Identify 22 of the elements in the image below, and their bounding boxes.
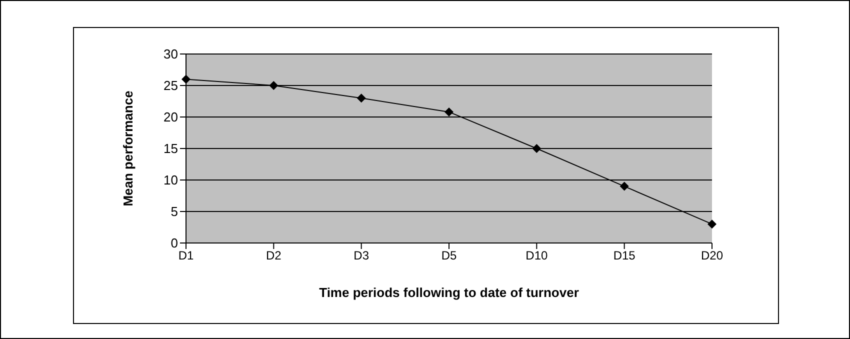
x-tick-label: D5 — [441, 248, 457, 263]
point — [444, 107, 454, 116]
y-tick-label: 5 — [170, 204, 178, 220]
x-axis-title: Time periods following to date of turnover — [319, 285, 579, 300]
y-tick-label: 10 — [164, 172, 178, 188]
y-tick-label: 25 — [164, 78, 178, 94]
x-tick-label: D1 — [178, 248, 194, 263]
point — [532, 144, 542, 153]
y-tick-label: 0 — [170, 236, 178, 251]
point — [269, 81, 278, 90]
y-tick-label: 15 — [164, 141, 178, 156]
y-tick-label: 20 — [164, 110, 178, 125]
x-tick-label: D15 — [613, 248, 636, 263]
point — [356, 94, 366, 103]
x-tick-label: D2 — [266, 248, 282, 263]
x-tick-label: D10 — [526, 248, 548, 263]
y-axis-title: Mean performance — [120, 90, 136, 206]
point — [620, 182, 629, 191]
point — [708, 220, 716, 229]
x-tick-label: D20 — [700, 248, 724, 263]
x-tick-label: D3 — [354, 248, 370, 263]
y-tick-label: 30 — [164, 46, 178, 62]
